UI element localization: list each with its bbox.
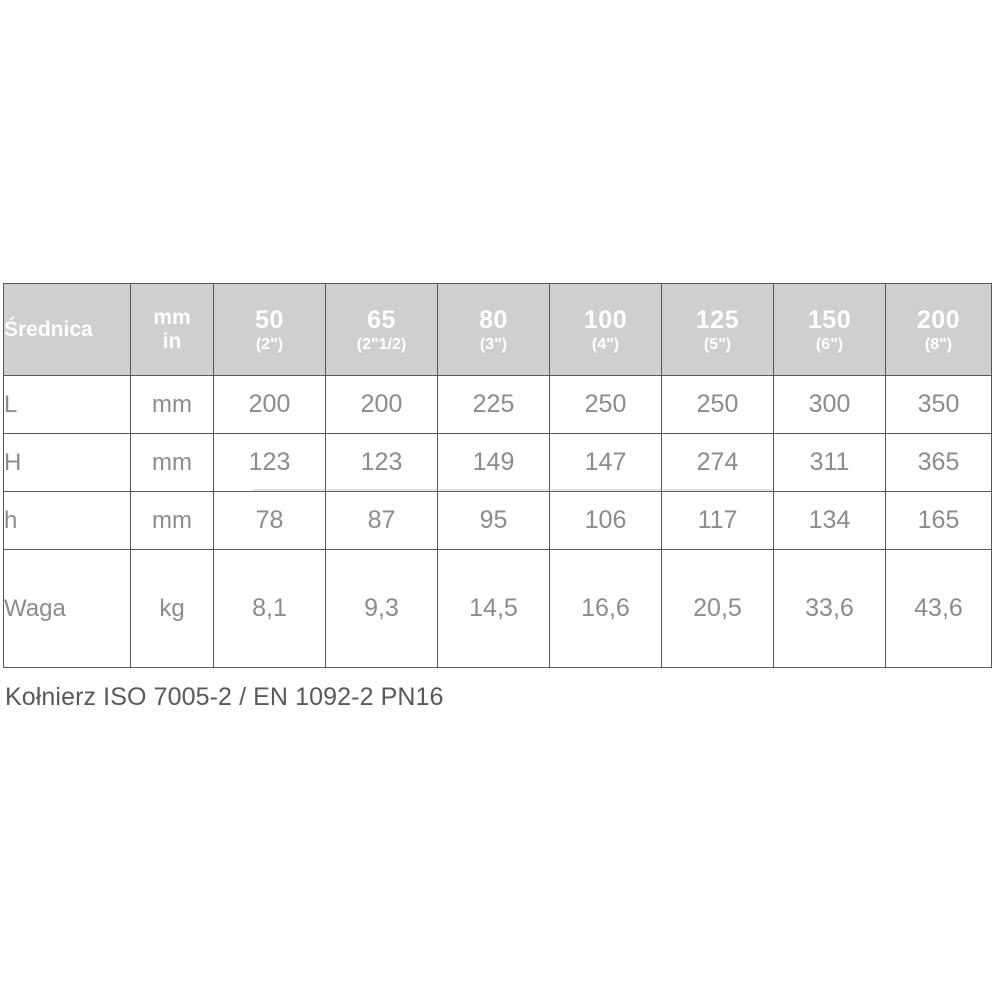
cell-l-dn125: 250 — [661, 375, 774, 434]
header-unit-mm: mm — [153, 305, 191, 329]
cell-waga-dn125: 20,5 — [661, 549, 774, 668]
header-size-dn-value: 50 — [255, 305, 284, 334]
row-label-h-upper: H — [3, 433, 131, 492]
cell-waga-dn150: 33,6 — [773, 549, 886, 668]
cell-waga-dn80: 14,5 — [437, 549, 550, 668]
cell-l-dn65: 200 — [325, 375, 438, 434]
cell-l-dn100: 250 — [549, 375, 662, 434]
specification-table-container: Średnica mm in 50 (2") 65 (2"1/2) 80 — [3, 283, 992, 668]
cell-h-upper-dn200: 365 — [885, 433, 992, 492]
specification-table: Średnica mm in 50 (2") 65 (2"1/2) 80 — [3, 283, 992, 668]
header-size-dn50: 50 (2") — [213, 283, 326, 376]
row-label-waga: Waga — [3, 549, 131, 668]
table-row: h mm 78 87 95 106 117 134 165 — [3, 491, 992, 550]
cell-l-dn50: 200 — [213, 375, 326, 434]
cell-h-lower-dn125: 117 — [661, 491, 774, 550]
cell-h-upper-dn150: 311 — [773, 433, 886, 492]
header-size-inch-value: (8") — [924, 335, 953, 353]
row-label-h-lower: h — [3, 491, 131, 550]
table-row: L mm 200 200 225 250 250 300 350 — [3, 375, 992, 434]
row-label-l: L — [3, 375, 131, 434]
header-diameter-label: Średnica — [3, 283, 131, 376]
cell-h-lower-dn150: 134 — [773, 491, 886, 550]
cell-waga-dn50: 8,1 — [213, 549, 326, 668]
header-size-dn-value: 200 — [916, 305, 961, 334]
header-size-inch-value: (6") — [815, 335, 844, 353]
table-body: L mm 200 200 225 250 250 300 350 H mm 12… — [3, 375, 992, 668]
header-size-dn-value: 125 — [695, 305, 740, 334]
header-size-dn80: 80 (3") — [437, 283, 550, 376]
header-size-inch-value: (5") — [703, 335, 732, 353]
header-size-dn150: 150 (6") — [773, 283, 886, 376]
cell-h-lower-dn200: 165 — [885, 491, 992, 550]
cell-h-lower-dn100: 106 — [549, 491, 662, 550]
cell-h-lower-dn65: 87 — [325, 491, 438, 550]
header-size-dn-value: 80 — [479, 305, 508, 334]
header-unit-cell: mm in — [130, 283, 214, 376]
table-caption: Kołnierz ISO 7005-2 / EN 1092-2 PN16 — [5, 683, 444, 711]
header-size-dn125: 125 (5") — [661, 283, 774, 376]
header-size-inch-value: (3") — [479, 335, 508, 353]
cell-waga-dn65: 9,3 — [325, 549, 438, 668]
header-size-dn-value: 65 — [367, 305, 396, 334]
header-unit-in: in — [162, 329, 182, 353]
cell-h-upper-dn80: 149 — [437, 433, 550, 492]
cell-l-dn150: 300 — [773, 375, 886, 434]
row-unit-h-upper: mm — [130, 433, 214, 492]
cell-h-upper-dn100: 147 — [549, 433, 662, 492]
cell-h-upper-dn65: 123 — [325, 433, 438, 492]
cell-l-dn200: 350 — [885, 375, 992, 434]
row-unit-l: mm — [130, 375, 214, 434]
cell-waga-dn100: 16,6 — [549, 549, 662, 668]
row-unit-waga: kg — [130, 549, 214, 668]
header-size-inch-value: (2") — [255, 335, 284, 353]
table-row: H mm 123 123 149 147 274 311 365 — [3, 433, 992, 492]
header-size-inch-value: (2"1/2) — [356, 335, 407, 353]
cell-h-upper-dn125: 274 — [661, 433, 774, 492]
header-size-dn200: 200 (8") — [885, 283, 992, 376]
header-size-dn-value: 150 — [807, 305, 852, 334]
header-size-dn65: 65 (2"1/2) — [325, 283, 438, 376]
cell-h-lower-dn80: 95 — [437, 491, 550, 550]
table-row: Waga kg 8,1 9,3 14,5 16,6 20,5 33,6 43,6 — [3, 549, 992, 668]
table-header: Średnica mm in 50 (2") 65 (2"1/2) 80 — [3, 283, 992, 376]
header-size-dn100: 100 (4") — [549, 283, 662, 376]
cell-h-lower-dn50: 78 — [213, 491, 326, 550]
header-size-inch-value: (4") — [591, 335, 620, 353]
cell-l-dn80: 225 — [437, 375, 550, 434]
cell-h-upper-dn50: 123 — [213, 433, 326, 492]
cell-waga-dn200: 43,6 — [885, 549, 992, 668]
row-unit-h-lower: mm — [130, 491, 214, 550]
table-header-row: Średnica mm in 50 (2") 65 (2"1/2) 80 — [3, 283, 992, 376]
header-size-dn-value: 100 — [583, 305, 628, 334]
